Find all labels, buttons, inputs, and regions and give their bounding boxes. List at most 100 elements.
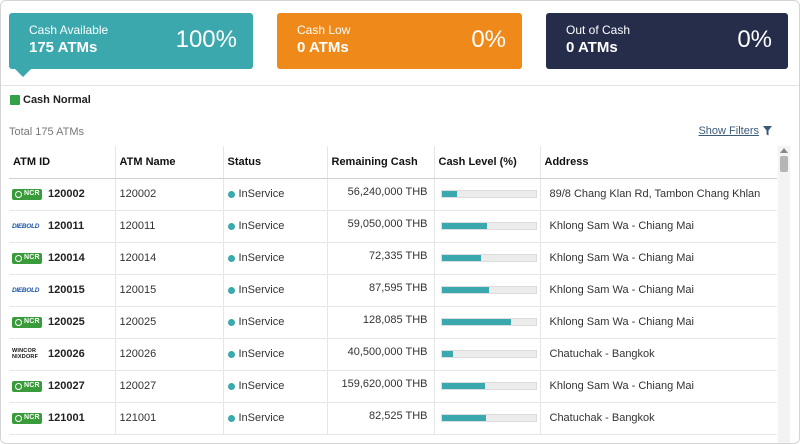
column-header-atm-name[interactable]: ATM Name [115,146,224,179]
cash-level-fill [441,383,485,389]
cell-cash-level [434,210,541,243]
cell-address: Chatuchak - Bangkok [540,338,777,371]
status-text: InService [238,188,285,200]
nixdorf-logo-text: NIXDORF [12,354,39,361]
cell-cash-level [434,242,541,275]
cell-address: Chatuchak - Bangkok [540,402,777,435]
cell-atm-id[interactable]: DIEBOLD 120015 [9,274,116,307]
ncr-logo-text: NCR [24,381,40,389]
cell-atm-id[interactable]: NCR 120002 [9,178,116,211]
ncr-logo-text: NCR [24,253,40,261]
cell-atm-id[interactable]: NCR 120027 [9,370,116,403]
column-header-atm-id[interactable]: ATM ID [9,146,116,179]
table-row[interactable]: NCR 120027 120027 InService 159,620,000 THB K… [9,370,777,403]
table-row[interactable]: WINCOR NIXDORF 120026 120026 InService 40,500… [9,338,777,371]
scroll-up-arrow-icon[interactable] [780,148,788,153]
column-header-status[interactable]: Status [223,146,328,179]
cell-remaining-cash: 82,525 THB [327,402,435,435]
cash-level-fill [441,191,457,197]
total-atms: Total 175 ATMs [9,126,84,138]
cash-level-fill [441,351,453,357]
filter-icon [763,126,772,136]
card-label: Out of Cash [566,23,631,37]
ncr-logo-icon: NCR [12,380,42,392]
table-row[interactable]: NCR 121001 121001 InService 82,525 THB Chatuc… [9,402,777,435]
status-text: InService [238,412,285,424]
cash-level-bar [440,254,537,262]
card-percent: 0% [737,26,772,53]
cell-address: Khlong Sam Wa - Chiang Mai [540,210,777,243]
cell-status: InService [223,178,328,211]
status-text: InService [238,316,285,328]
legend-label: Cash Normal [23,94,91,106]
atm-table: ATM ID ATM Name Status Remaining Cash Ca… [9,146,777,435]
cell-address: Khlong Sam Wa - Chiang Mai [540,370,777,403]
cell-atm-name: 120015 [115,274,224,307]
cell-status: InService [223,338,328,371]
card-label: Cash Available [29,23,109,37]
ncr-logo-text: NCR [24,317,40,325]
cell-cash-level [434,370,541,403]
status-text: InService [238,348,285,360]
status-text: InService [238,380,285,392]
card-count: 175 ATMs [29,39,98,56]
status-dot-icon [227,318,235,326]
cell-atm-id[interactable]: WINCOR NIXDORF 120026 [9,338,116,371]
cell-address: 89/8 Chang Klan Rd, Tambon Chang Khlan [540,178,777,211]
atm-id-text: 120011 [48,220,85,232]
cell-atm-name: 121001 [115,402,224,435]
cell-atm-name: 120002 [115,178,224,211]
selected-indicator [15,69,31,77]
table-row[interactable]: NCR 120025 120025 InService 128,085 THB Khlon… [9,306,777,339]
cell-atm-id[interactable]: NCR 121001 [9,402,116,435]
atm-id-text: 121001 [48,412,85,424]
card-cash-available[interactable]: Cash Available 175 ATMs 100% [9,13,253,77]
table-row[interactable]: DIEBOLD 120011 120011 InService 59,050,000 T… [9,210,777,243]
atm-id-text: 120002 [48,188,85,200]
cell-address: Khlong Sam Wa - Chiang Mai [540,242,777,275]
vertical-scrollbar[interactable] [778,146,790,443]
status-text: InService [238,284,285,296]
cell-atm-name: 120011 [115,210,224,243]
ncr-logo-text: NCR [24,413,40,421]
card-label: Cash Low [297,23,351,37]
legend-swatch [10,95,20,105]
status-dot-icon [227,286,235,294]
column-header-remaining-cash[interactable]: Remaining Cash [327,146,435,179]
cash-level-fill [441,287,490,293]
cell-status: InService [223,210,328,243]
cell-atm-id[interactable]: NCR 120014 [9,242,116,275]
status-dot-icon [227,350,235,358]
cell-atm-id[interactable]: DIEBOLD 120011 [9,210,116,243]
status-dot-icon [227,190,235,198]
cell-remaining-cash: 40,500,000 THB [327,338,435,371]
atm-id-text: 120026 [48,347,85,360]
scrollbar-thumb[interactable] [780,156,788,172]
wincor-nixdorf-logo-icon: WINCOR NIXDORF [12,348,42,360]
cell-address: Khlong Sam Wa - Chiang Mai [540,306,777,339]
table-row[interactable]: NCR 120002 120002 InService 56,240,000 THB 89… [9,178,777,211]
cell-atm-id[interactable]: NCR 120025 [9,306,116,339]
table-row[interactable]: NCR 120014 120014 InService 72,335 THB Khlong… [9,242,777,275]
card-count: 0 ATMs [297,39,349,56]
cell-remaining-cash: 159,620,000 THB [327,370,435,403]
column-header-cash-level[interactable]: Cash Level (%) [434,146,541,179]
section-divider [1,85,799,86]
card-out-of-cash[interactable]: Out of Cash 0 ATMs 0% [546,13,788,69]
show-filters-link[interactable]: Show Filters [698,125,772,137]
status-text: InService [238,252,285,264]
status-dot-icon [227,382,235,390]
show-filters-label: Show Filters [698,125,759,137]
atm-id-text: 120027 [48,380,85,392]
column-header-address[interactable]: Address [540,146,777,179]
table-header-row: ATM ID ATM Name Status Remaining Cash Ca… [9,146,777,179]
ncr-logo-icon: NCR [12,316,42,328]
table-row[interactable]: DIEBOLD 120015 120015 InService 87,595 THB Kh… [9,274,777,307]
card-cash-low[interactable]: Cash Low 0 ATMs 0% [277,13,522,69]
cell-cash-level [434,178,541,211]
cell-atm-name: 120014 [115,242,224,275]
status-dot-icon [227,254,235,262]
cell-cash-level [434,274,541,307]
cash-level-fill [441,255,481,261]
